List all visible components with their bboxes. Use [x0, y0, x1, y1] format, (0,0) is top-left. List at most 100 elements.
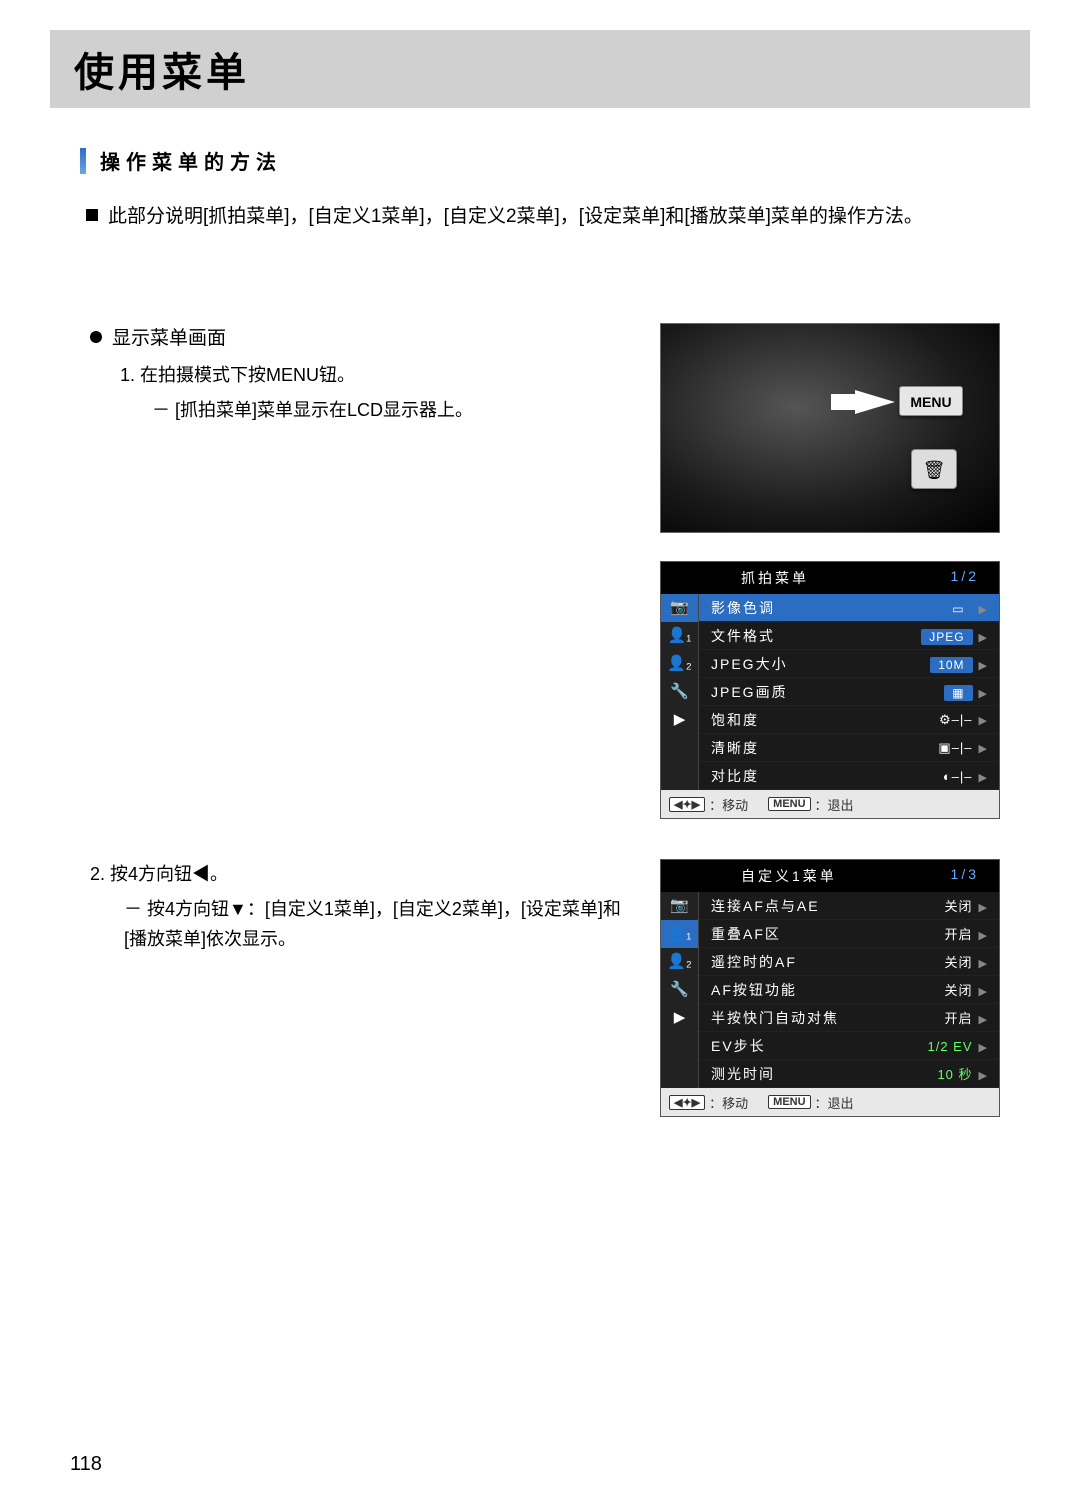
lcd-row-value-wrap: 10M ▶ — [930, 656, 989, 672]
lcd-row-label: AF按钮功能 — [711, 980, 797, 1000]
lcd-body: 📷👤₁👤₂🔧▶ 影像色调 ▭▶ 文件格式 JPEG▶ JPEG大小 10M▶ J… — [661, 594, 999, 790]
chevron-right-icon: ▶ — [979, 930, 989, 942]
lcd-rows: 影像色调 ▭▶ 文件格式 JPEG▶ JPEG大小 10M▶ JPEG画质 ▦▶… — [699, 594, 999, 790]
nav-key-icon: ◀✦▶ — [669, 1095, 705, 1110]
lcd-row: 重叠AF区 开启▶ — [699, 920, 999, 948]
lcd-tab-2: 👤₂ — [661, 948, 699, 976]
chevron-right-icon: ▶ — [979, 688, 989, 700]
lcd-row: 文件格式 JPEG ▶ — [699, 622, 999, 650]
lcd-row-label: 测光时间 — [711, 1064, 775, 1084]
intro-paragraph: 此部分说明[抓拍菜单]，[自定义1菜单]，[自定义2菜单]，[设定菜单]和[播放… — [80, 201, 1000, 233]
chevron-right-icon: ▶ — [979, 902, 989, 914]
lcd-row-value: ▦ — [944, 685, 972, 701]
chevron-right-icon: ▶ — [979, 1070, 989, 1082]
lcd-row-value: ⚙–|– — [939, 712, 973, 727]
lcd-tab-filler — [661, 762, 699, 790]
lcd-footer: ◀✦▶ ：移动 MENU ：退出 — [661, 790, 999, 818]
step1-text: 1. 在拍摄模式下按MENU钮。 — [80, 360, 630, 391]
lcd-row-value: ▭ — [944, 601, 972, 617]
lcd-row: 饱和度 ⚙–|– ▶ — [699, 706, 999, 734]
subsection-heading-text: 显示菜单画面 — [112, 328, 226, 349]
chevron-right-icon: ▶ — [979, 958, 989, 970]
lcd-row-value-wrap: 关闭▶ — [945, 980, 989, 999]
nav-key-icon: ◀✦▶ — [669, 797, 705, 812]
step2-row: 2. 按4方向钮◀。 － 按4方向钮▼：[自定义1菜单]，[自定义2菜单]，[设… — [80, 859, 1000, 1117]
lcd-row-label: 清晰度 — [711, 738, 759, 758]
chevron-right-icon: ▶ — [979, 772, 989, 784]
lcd-row-label: 影像色调 — [711, 598, 775, 618]
lcd-row-value: JPEG — [921, 629, 972, 645]
lcd-tab-0: 📷 — [661, 594, 699, 622]
lcd-row-label: 连接AF点与AE — [711, 896, 820, 916]
camera-trash-button: 🗑 — [911, 449, 957, 489]
lcd-row-value-wrap: 开启 ▶ — [945, 1008, 989, 1027]
lcd-row-label: EV步长 — [711, 1036, 766, 1056]
content-area: 操作菜单的方法 此部分说明[抓拍菜单]，[自定义1菜单]，[自定义2菜单]，[设… — [50, 116, 1030, 1117]
lcd-page-indicator: 1/3 — [951, 866, 979, 886]
lcd-row-label: JPEG画质 — [711, 682, 788, 702]
menu-key-icon: MENU — [768, 797, 810, 811]
lcd-menu-1: 抓拍菜单 1/2 📷👤₁👤₂🔧▶ 影像色调 ▭ ▶ 文件格式 JPEG ▶ JPEG… — [660, 561, 1000, 819]
lcd-row-value: 10 秒 — [937, 1067, 972, 1082]
lcd-tab-1: 👤₁ — [661, 622, 699, 650]
lcd-title-row: 抓拍菜单 1/2 — [661, 562, 999, 594]
lcd-row-value-wrap: ◐–|– ▶ — [943, 768, 989, 784]
lcd-row: 连接AF点与AE 关闭▶ — [699, 892, 999, 920]
lcd-row: 测光时间 10 秒 ▶ — [699, 1060, 999, 1088]
chevron-right-icon: ▶ — [979, 1014, 989, 1026]
lcd-row-value-wrap: 10 秒 ▶ — [937, 1064, 989, 1083]
lcd-body: 📷👤₁👤₂🔧▶ 连接AF点与AE 关闭▶ 重叠AF区 开启▶ 遥控时的AF 关闭… — [661, 892, 999, 1088]
lcd-row: AF按钮功能 关闭▶ — [699, 976, 999, 1004]
step1-row: 显示菜单画面 1. 在拍摄模式下按MENU钮。 － [抓拍菜单]菜单显示在LCD… — [80, 323, 1000, 819]
chevron-right-icon: ▶ — [979, 1042, 989, 1054]
chevron-right-icon: ▶ — [979, 715, 989, 727]
nav-text: ：移动 — [709, 1093, 748, 1112]
nav-text: ：移动 — [709, 795, 748, 814]
subsection-heading: 显示菜单画面 — [80, 323, 630, 350]
lcd-row-value-wrap: 关闭▶ — [945, 952, 989, 971]
lcd-tab-4: ▶ — [661, 706, 699, 734]
lcd-tabs: 📷👤₁👤₂🔧▶ — [661, 594, 699, 790]
step2-text: 2. 按4方向钮◀。 — [80, 859, 630, 890]
lcd-row: JPEG画质 ▦▶ — [699, 678, 999, 706]
lcd-row: 半按快门自动对焦 开启▶ — [699, 1004, 999, 1032]
lcd-page-indicator: 1/2 — [951, 568, 979, 588]
chevron-right-icon: ▶ — [979, 660, 989, 672]
section-accent-bar — [80, 148, 86, 174]
title-bar: 使用菜单 — [50, 30, 1030, 108]
chevron-right-icon: ▶ — [979, 743, 989, 755]
lcd-tab-0: 📷 — [661, 892, 699, 920]
lcd-tab-filler — [661, 1060, 699, 1088]
chevron-right-icon: ▶ — [979, 632, 989, 644]
lcd-row-value: 关闭 — [945, 983, 973, 998]
lcd-tab-4: ▶ — [661, 1004, 699, 1032]
page-number: 118 — [70, 1453, 102, 1476]
lcd-row: 影像色调 ▭ ▶ — [699, 594, 999, 622]
lcd-row-value-wrap: 关闭▶ — [945, 896, 989, 915]
lcd-row: JPEG大小 10M▶ — [699, 650, 999, 678]
camera-menu-button: MENU — [899, 386, 963, 416]
step1-subtext: － [抓拍菜单]菜单显示在LCD显示器上。 — [80, 395, 630, 426]
lcd-rows: 连接AF点与AE 关闭▶ 重叠AF区 开启▶ 遥控时的AF 关闭▶ AF按钮功能… — [699, 892, 999, 1088]
lcd-tabs: 📷👤₁👤₂🔧▶ — [661, 892, 699, 1088]
lcd-row-value: 10M — [930, 657, 972, 673]
lcd-row-label: 文件格式 — [711, 626, 775, 646]
chevron-right-icon: ▶ — [979, 604, 989, 616]
lcd-row-value: 开启 — [945, 1011, 973, 1026]
lcd-row: 遥控时的AF 关闭▶ — [699, 948, 999, 976]
lcd-row-value: ◐–|– — [943, 769, 973, 784]
menu-key-icon: MENU — [768, 1095, 810, 1109]
menu-text: ：退出 — [815, 1093, 854, 1112]
lcd-tab-3: 🔧 — [661, 678, 699, 706]
page-title: 使用菜单 — [74, 40, 1006, 98]
lcd-row-value: 1/2 EV — [928, 1039, 973, 1054]
lcd-row-label: 对比度 — [711, 766, 759, 786]
lcd-row-value-wrap: JPEG ▶ — [921, 628, 989, 644]
lcd-title-text: 抓拍菜单 — [741, 568, 809, 588]
lcd-row-value-wrap: ▦▶ — [944, 684, 989, 700]
menu-text: ：退出 — [815, 795, 854, 814]
step2-subtext: － 按4方向钮▼：[自定义1菜单]，[自定义2菜单]，[设定菜单]和[播放菜单]… — [80, 894, 630, 955]
lcd-row-label: 饱和度 — [711, 710, 759, 730]
intro-text: 此部分说明[抓拍菜单]，[自定义1菜单]，[自定义2菜单]，[设定菜单]和[播放… — [108, 206, 923, 227]
lcd-row: EV步长 1/2 EV ▶ — [699, 1032, 999, 1060]
